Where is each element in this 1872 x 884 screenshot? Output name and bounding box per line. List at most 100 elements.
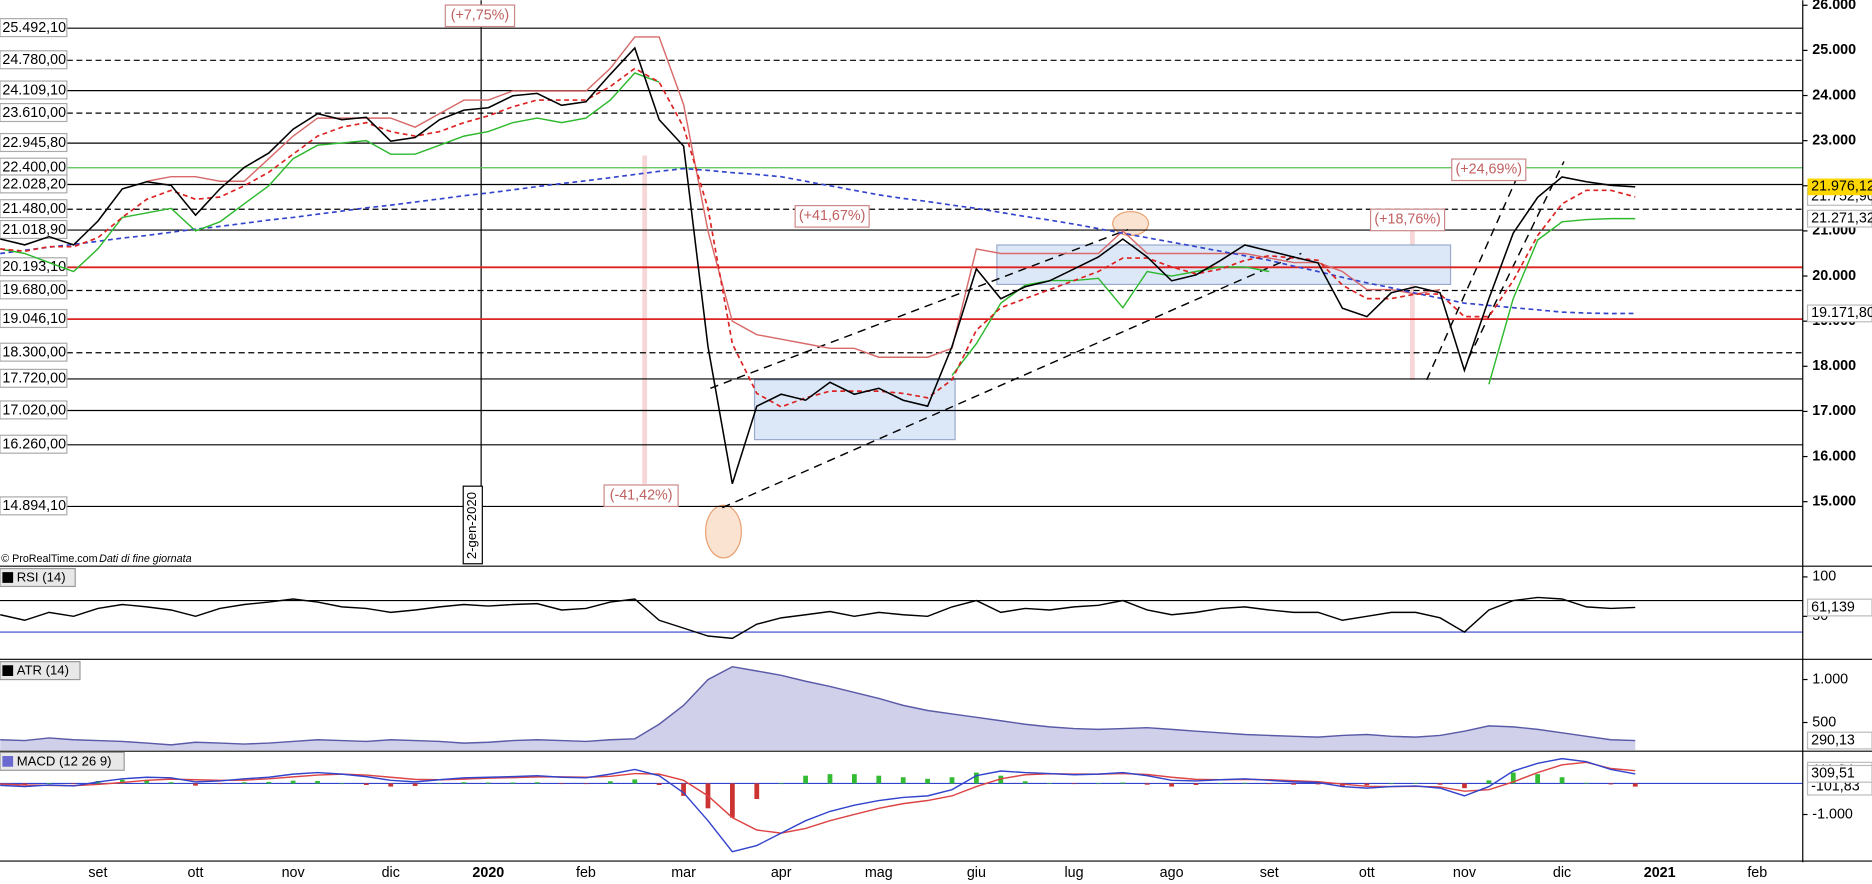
level-label-box <box>0 132 68 153</box>
level-label-box <box>0 50 68 70</box>
y-tick-label: 25.000 <box>1812 42 1856 58</box>
x-tick-label: dic <box>1553 865 1571 881</box>
histogram-bar <box>1096 783 1101 785</box>
histogram-bar <box>46 783 52 784</box>
level-label: 20.193,10 <box>2 259 66 275</box>
level-label: 17.020,00 <box>2 402 66 418</box>
annotation-box <box>444 4 516 28</box>
histogram-bar <box>998 775 1004 784</box>
level-label-box <box>0 199 68 219</box>
highlight <box>1112 210 1150 237</box>
histogram-bar <box>1144 783 1150 785</box>
histogram-bar <box>510 782 516 784</box>
histogram-bar <box>1486 780 1492 784</box>
series-line <box>0 596 1636 640</box>
histogram-bar <box>437 783 442 785</box>
panel-title: MACD (12 26 9) <box>17 753 112 768</box>
range-box <box>996 244 1452 286</box>
histogram-bar <box>144 780 150 784</box>
histogram-bar <box>168 782 174 784</box>
x-tick-label: nov <box>282 865 306 881</box>
panel-icon <box>2 572 14 583</box>
level-label: 19.680,00 <box>2 282 66 298</box>
histogram-bar <box>1266 783 1272 785</box>
annotation: (+24,69%) <box>1456 162 1522 178</box>
end-label-box <box>1806 764 1872 783</box>
x-tick-label: feb <box>1747 865 1767 881</box>
histogram-bar <box>22 783 28 786</box>
level-label: 17.720,00 <box>2 371 66 387</box>
end-label: 21.976,12 <box>1811 179 1872 195</box>
annotation-box <box>603 484 679 508</box>
x-tick-label: lug <box>1064 865 1083 881</box>
x-tick-label: ott <box>188 865 204 881</box>
end-label: 19.171,80 <box>1811 305 1872 321</box>
histogram-bar <box>412 783 418 786</box>
histogram-bar <box>1535 774 1541 784</box>
histogram-bar <box>1022 781 1028 784</box>
histogram-bar <box>1364 783 1370 786</box>
end-label: 309,51 <box>1811 766 1855 782</box>
histogram-bar <box>778 783 784 785</box>
panel-title: ATR (14) <box>17 663 69 678</box>
end-label-box <box>1806 304 1872 323</box>
series-line <box>0 761 1636 834</box>
level-label: 22.400,00 <box>2 160 66 176</box>
area <box>0 666 1636 751</box>
level-label: 23.610,00 <box>2 105 66 121</box>
y-tick-label: 18.000 <box>1812 358 1856 374</box>
histogram-bar <box>1388 783 1394 785</box>
series-line <box>0 67 1636 408</box>
histogram-bar <box>1559 777 1565 784</box>
end-label-box <box>1806 731 1872 750</box>
band <box>1409 227 1415 380</box>
source: © ProRealTime.com <box>1 553 97 565</box>
level-label-box <box>0 434 68 454</box>
level-label-box <box>0 368 68 388</box>
level-label: 21.480,00 <box>2 201 66 217</box>
end-label: 290,13 <box>1811 732 1855 748</box>
panel-title-box <box>0 661 81 681</box>
histogram-bar <box>241 782 247 784</box>
y-tick-label: 17.000 <box>1812 403 1856 419</box>
trend-line <box>1467 161 1565 359</box>
histogram-bar <box>559 783 564 785</box>
x-tick-label: feb <box>576 865 596 881</box>
highlight <box>704 504 742 559</box>
histogram-bar <box>851 774 857 784</box>
drawings <box>480 0 1565 564</box>
histogram-bar <box>607 781 613 784</box>
y-tick-label: -1.000 <box>1812 806 1853 822</box>
series-line <box>0 72 1636 385</box>
histogram-bar <box>1120 782 1126 784</box>
end-label: 21.271,32 <box>1811 210 1872 226</box>
level-label-box <box>0 80 68 100</box>
trend-line <box>722 252 1302 509</box>
histogram-bar <box>1169 783 1175 787</box>
panel-icon <box>2 755 14 767</box>
level-label: 18.300,00 <box>2 345 66 361</box>
y-tick-label: 1.000 <box>1812 671 1848 687</box>
y-tick-label: 20.000 <box>1812 268 1856 284</box>
histogram-bar <box>534 782 540 784</box>
histogram-bar <box>217 783 223 785</box>
x-tick-label: 2020 <box>472 865 504 881</box>
x-tick-label: ago <box>1160 865 1184 881</box>
histogram-bar <box>925 778 930 784</box>
y-tick-label: 15.000 <box>1812 493 1856 509</box>
range-box <box>753 379 956 441</box>
panel-title: RSI (14) <box>17 570 66 585</box>
panel-title-box <box>0 751 125 771</box>
histogram-bar <box>1315 783 1321 785</box>
end-label-box <box>1806 598 1872 617</box>
histogram-bar <box>1584 782 1589 784</box>
x-tick-label: dic <box>382 865 400 881</box>
panel-title-box <box>0 567 76 588</box>
level-label: 19.046,10 <box>2 311 66 327</box>
annotation: (-41,42%) <box>610 488 673 504</box>
histogram-bar <box>71 783 76 785</box>
level-label: 25.492,10 <box>2 20 66 36</box>
level-label: 16.260,00 <box>2 437 66 453</box>
histogram-bar <box>1218 783 1223 785</box>
